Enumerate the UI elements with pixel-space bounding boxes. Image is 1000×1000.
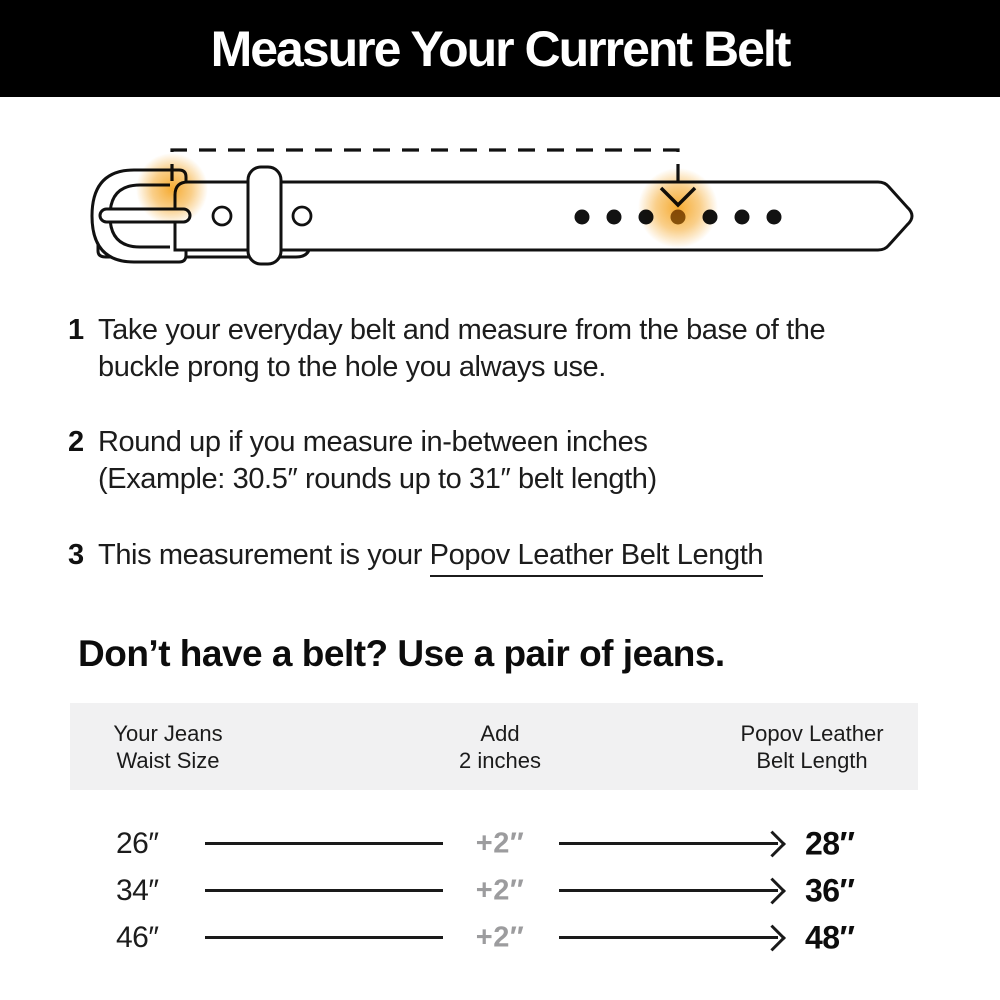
column-header-add-line2: 2 inches (459, 747, 541, 773)
column-header-waist: Your Jeans Waist Size (113, 720, 222, 774)
column-header-belt-line2: Belt Length (756, 747, 868, 773)
step-1-number: 1 (68, 314, 85, 346)
right-arrow (559, 889, 778, 892)
table-row: 46″ +2″ 48″ (70, 914, 918, 961)
waist-size-value: 34″ (116, 873, 159, 907)
step-2-line-1: Round up if you measure in-between inche… (98, 426, 648, 458)
step-3-prefix: This measurement is your (98, 539, 430, 571)
table-row: 34″ +2″ 36″ (70, 867, 918, 914)
add-inches-value: +2″ (475, 921, 525, 953)
connector-line (205, 936, 443, 939)
belt-diagram (90, 148, 914, 266)
step-3: 3 This measurement is your Popov Leather… (68, 537, 764, 577)
jeans-section-heading: Don’t have a belt? Use a pair of jeans. (78, 633, 725, 674)
connector-line (205, 842, 443, 845)
hole-highlight-glow (638, 168, 718, 248)
belt-open-holes (211, 205, 313, 227)
step-1-line-2: buckle prong to the hole you always use. (98, 351, 606, 383)
conversion-rows: 26″ +2″ 28″ 34″ +2″ 36″ 46″ +2″ 48″ (70, 820, 918, 961)
column-header-belt-line1: Popov Leather (740, 720, 884, 746)
belt-length-value: 48″ (805, 919, 855, 955)
step-3-line-1: This measurement is your Popov Leather B… (98, 537, 764, 577)
step-1: 1 Take your everyday belt and measure fr… (68, 312, 826, 386)
table-row: 26″ +2″ 28″ (70, 820, 918, 867)
right-arrow (559, 936, 778, 939)
step-3-number: 3 (68, 539, 85, 571)
prong-highlight-glow (136, 153, 208, 225)
add-inches-value: +2″ (475, 874, 525, 906)
belt-keeper (246, 165, 283, 266)
add-inches-value: +2″ (475, 827, 525, 859)
belt-length-emphasis: Popov Leather Belt Length (429, 539, 764, 577)
waist-size-value: 46″ (116, 920, 159, 954)
column-header-add: Add 2 inches (459, 720, 541, 774)
step-2-line-2: (Example: 30.5″ rounds up to 31″ belt le… (98, 463, 657, 495)
connector-line (205, 889, 443, 892)
header-banner: Measure Your Current Belt (0, 0, 1000, 97)
page-title: Measure Your Current Belt (210, 20, 792, 77)
column-header-waist-line1: Your Jeans (113, 720, 223, 746)
belt-length-value: 36″ (805, 872, 855, 908)
waist-size-value: 26″ (116, 826, 159, 860)
step-2-number: 2 (68, 426, 85, 458)
column-header-belt: Popov Leather Belt Length (740, 720, 883, 774)
step-3-text: This measurement is your Popov Leather B… (98, 537, 764, 577)
belt-length-value: 28″ (805, 825, 855, 861)
table-header-band: Your Jeans Waist Size Add 2 inches Popov… (70, 703, 918, 790)
step-2-text: Round up if you measure in-between inche… (98, 424, 657, 498)
step-1-line-1: Take your everyday belt and measure from… (98, 314, 826, 346)
right-arrow (559, 842, 778, 845)
step-1-text: Take your everyday belt and measure from… (98, 312, 826, 386)
belt-strap (173, 180, 914, 252)
step-2: 2 Round up if you measure in-between inc… (68, 424, 657, 498)
column-header-add-line1: Add (480, 720, 520, 746)
column-header-waist-line2: Waist Size (116, 747, 220, 773)
